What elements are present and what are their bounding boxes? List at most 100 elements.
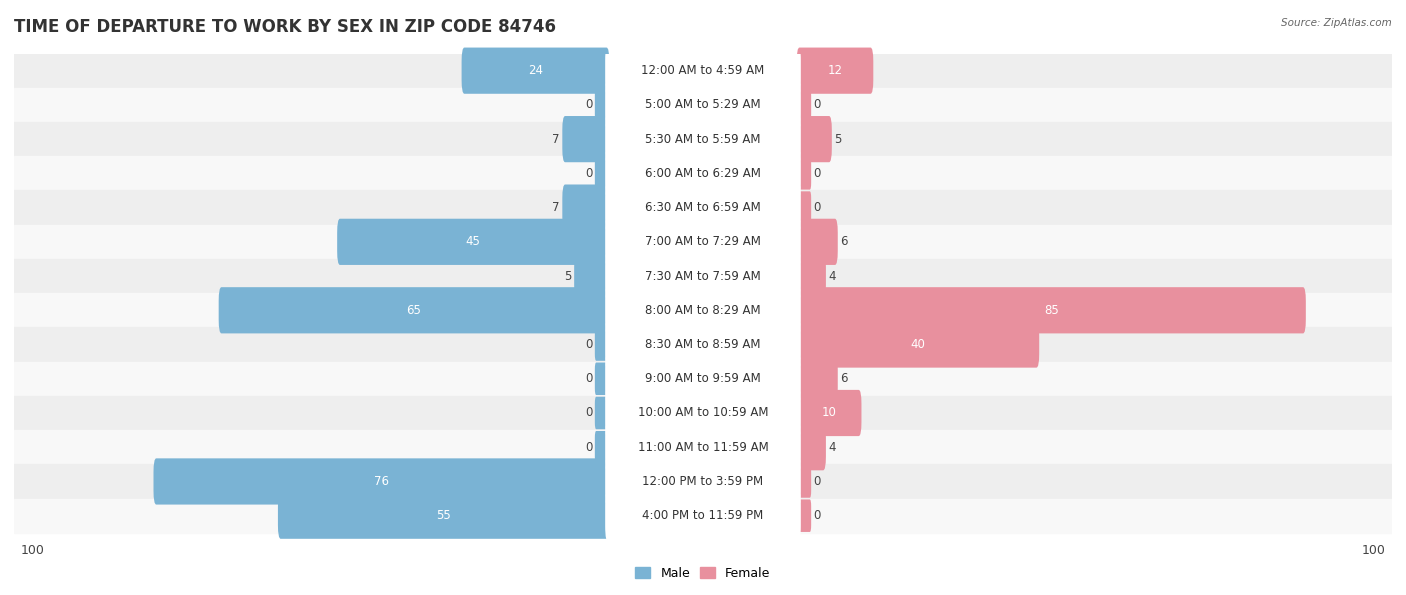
FancyBboxPatch shape [799,465,811,498]
Bar [14,499,1392,533]
Bar [14,327,1392,362]
FancyBboxPatch shape [605,249,801,303]
Text: 4:00 PM to 11:59 PM: 4:00 PM to 11:59 PM [643,509,763,522]
FancyBboxPatch shape [595,431,607,464]
Text: 0: 0 [813,167,821,180]
Text: 40: 40 [911,338,925,351]
Text: 0: 0 [585,98,593,111]
Text: 0: 0 [585,372,593,385]
Text: 0: 0 [585,167,593,180]
FancyBboxPatch shape [605,215,801,269]
Text: 24: 24 [527,64,543,77]
FancyBboxPatch shape [605,43,801,98]
FancyBboxPatch shape [797,116,832,162]
Text: 7: 7 [553,133,560,146]
Bar [14,293,1392,327]
FancyBboxPatch shape [797,48,873,94]
Text: 100: 100 [21,544,45,557]
Bar [14,464,1392,499]
Bar [14,430,1392,464]
FancyBboxPatch shape [605,283,801,337]
Bar [14,54,1392,88]
FancyBboxPatch shape [461,48,609,94]
FancyBboxPatch shape [595,328,607,361]
Text: 7:30 AM to 7:59 AM: 7:30 AM to 7:59 AM [645,270,761,283]
FancyBboxPatch shape [153,458,609,505]
Text: 45: 45 [465,236,481,248]
FancyBboxPatch shape [595,157,607,190]
Text: 5:30 AM to 5:59 AM: 5:30 AM to 5:59 AM [645,133,761,146]
Text: 0: 0 [585,338,593,351]
FancyBboxPatch shape [337,219,609,265]
Bar [14,396,1392,430]
FancyBboxPatch shape [797,390,862,436]
FancyBboxPatch shape [799,499,811,532]
Text: 0: 0 [585,441,593,454]
FancyBboxPatch shape [799,89,811,121]
Text: 0: 0 [585,406,593,419]
FancyBboxPatch shape [797,356,838,402]
Text: 4: 4 [828,270,837,283]
FancyBboxPatch shape [797,321,1039,368]
FancyBboxPatch shape [797,219,838,265]
FancyBboxPatch shape [605,352,801,406]
Text: 5: 5 [564,270,571,283]
FancyBboxPatch shape [799,157,811,190]
FancyBboxPatch shape [595,362,607,395]
Text: 4: 4 [828,441,837,454]
FancyBboxPatch shape [605,180,801,235]
Text: 12:00 AM to 4:59 AM: 12:00 AM to 4:59 AM [641,64,765,77]
FancyBboxPatch shape [797,253,825,299]
Bar [14,122,1392,156]
Text: TIME OF DEPARTURE TO WORK BY SEX IN ZIP CODE 84746: TIME OF DEPARTURE TO WORK BY SEX IN ZIP … [14,18,555,36]
Bar [14,190,1392,225]
Legend: Male, Female: Male, Female [636,566,770,580]
FancyBboxPatch shape [797,424,825,470]
Text: 6:00 AM to 6:29 AM: 6:00 AM to 6:29 AM [645,167,761,180]
FancyBboxPatch shape [595,89,607,121]
Bar [14,225,1392,259]
FancyBboxPatch shape [219,287,609,333]
Text: 76: 76 [374,475,389,488]
Text: 12: 12 [828,64,842,77]
Text: 0: 0 [813,509,821,522]
FancyBboxPatch shape [605,488,801,543]
Text: 65: 65 [406,304,422,317]
Text: 0: 0 [813,201,821,214]
Text: 12:00 PM to 3:59 PM: 12:00 PM to 3:59 PM [643,475,763,488]
Text: 0: 0 [813,475,821,488]
FancyBboxPatch shape [605,146,801,201]
Text: 0: 0 [813,98,821,111]
FancyBboxPatch shape [799,192,811,224]
Text: 6: 6 [841,372,848,385]
Text: 85: 85 [1043,304,1059,317]
FancyBboxPatch shape [605,386,801,440]
Text: Source: ZipAtlas.com: Source: ZipAtlas.com [1281,18,1392,28]
FancyBboxPatch shape [278,493,609,539]
Text: 10: 10 [821,406,837,419]
FancyBboxPatch shape [595,397,607,429]
Text: 10:00 AM to 10:59 AM: 10:00 AM to 10:59 AM [638,406,768,419]
Bar [14,259,1392,293]
FancyBboxPatch shape [562,116,609,162]
Text: 11:00 AM to 11:59 AM: 11:00 AM to 11:59 AM [638,441,768,454]
FancyBboxPatch shape [562,184,609,231]
Text: 5: 5 [835,133,842,146]
Text: 55: 55 [436,509,451,522]
Text: 7:00 AM to 7:29 AM: 7:00 AM to 7:29 AM [645,236,761,248]
FancyBboxPatch shape [605,454,801,509]
FancyBboxPatch shape [605,78,801,132]
Text: 7: 7 [553,201,560,214]
FancyBboxPatch shape [605,112,801,167]
FancyBboxPatch shape [797,287,1306,333]
Text: 100: 100 [1361,544,1385,557]
Bar [14,88,1392,122]
FancyBboxPatch shape [605,420,801,474]
Text: 6:30 AM to 6:59 AM: 6:30 AM to 6:59 AM [645,201,761,214]
Bar [14,156,1392,190]
Bar [14,362,1392,396]
Text: 8:30 AM to 8:59 AM: 8:30 AM to 8:59 AM [645,338,761,351]
Text: 6: 6 [841,236,848,248]
FancyBboxPatch shape [605,317,801,372]
Text: 5:00 AM to 5:29 AM: 5:00 AM to 5:29 AM [645,98,761,111]
